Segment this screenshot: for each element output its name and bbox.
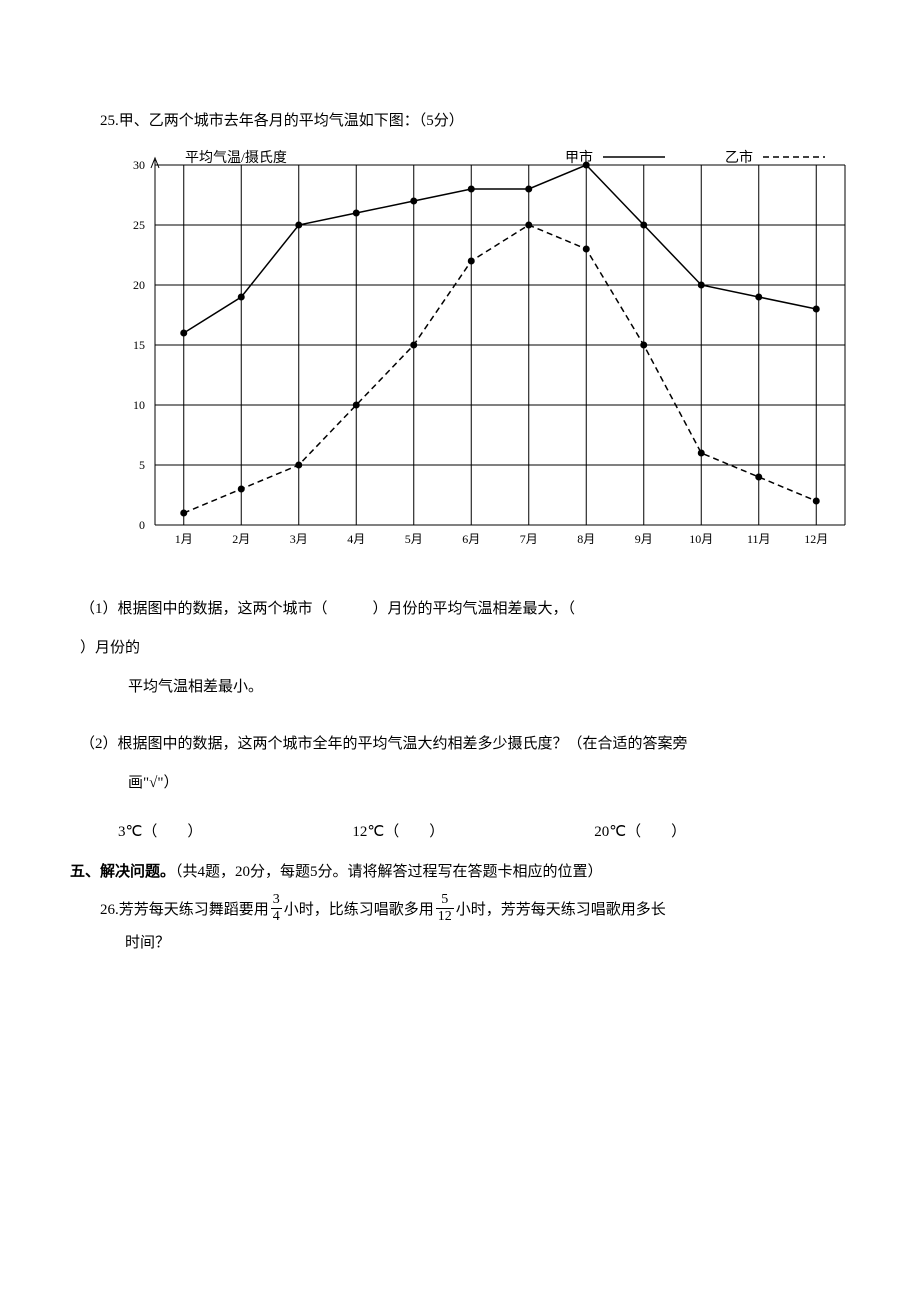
q26-post1: 小时，芳芳每天练习唱歌用多长 <box>456 902 666 918</box>
q25-sub1-b: ）月份的 <box>80 640 140 656</box>
frac-3-4-den: 4 <box>271 909 282 924</box>
q25-sub1: （1）根据图中的数据，这两个城市（ ）月份的平均气温相差最大，（ ）月份的 平均… <box>80 590 850 707</box>
q26-line1: 26.芳芳每天练习舞蹈要用34小时，比练习唱歌多用512小时，芳芳每天练习唱歌用… <box>100 894 850 927</box>
svg-text:15: 15 <box>133 338 145 352</box>
q25-sub2-b: 画"√"） <box>128 775 178 791</box>
option-3c: 3℃（ ） <box>118 821 202 844</box>
svg-text:11月: 11月 <box>747 532 771 546</box>
svg-text:7月: 7月 <box>520 532 538 546</box>
svg-text:20: 20 <box>133 278 145 292</box>
q25-title: 25.甲、乙两个城市去年各月的平均气温如下图：（5分） <box>100 110 850 133</box>
q26-pre1: 26.芳芳每天练习舞蹈要用 <box>100 902 269 918</box>
q25-sub1-a: （1）根据图中的数据，这两个城市（ ）月份的平均气温相差最大，（ <box>80 601 575 617</box>
svg-text:乙市: 乙市 <box>725 149 753 166</box>
svg-text:0: 0 <box>139 518 145 532</box>
temperature-chart: 0 5 10 15 20 25 30 1月 2月 3月 4月 5月 6月 7月 8月 9月 10月 11月 12月 平… <box>75 145 855 565</box>
q25-sub1-c: 平均气温相差最小。 <box>128 679 263 695</box>
section-5-header: 五、解决问题。（共4题，20分，每题5分。请将解答过程写在答题卡相应的位置） <box>70 861 850 884</box>
svg-text:6月: 6月 <box>462 532 480 546</box>
option-12c: 12℃（ ） <box>352 821 444 844</box>
svg-text:25: 25 <box>133 218 145 232</box>
svg-text:5月: 5月 <box>405 532 423 546</box>
option-20c: 20℃（ ） <box>594 821 686 844</box>
svg-text:5: 5 <box>139 458 145 472</box>
svg-text:30: 30 <box>133 158 145 172</box>
svg-text:10月: 10月 <box>689 532 713 546</box>
svg-text:9月: 9月 <box>635 532 653 546</box>
frac-5-12: 512 <box>436 892 454 924</box>
q26-line2: 时间？ <box>125 927 850 960</box>
svg-text:1月: 1月 <box>175 532 193 546</box>
svg-text:12月: 12月 <box>804 532 828 546</box>
q25-sub2: （2）根据图中的数据，这两个城市全年的平均气温大约相差多少摄氏度？（在合适的答案… <box>80 725 850 803</box>
svg-text:2月: 2月 <box>232 532 250 546</box>
frac-3-4-num: 3 <box>271 892 282 908</box>
frac-3-4: 34 <box>271 892 282 924</box>
svg-text:4月: 4月 <box>347 532 365 546</box>
frac-5-12-den: 12 <box>436 909 454 924</box>
chart-svg: 0 5 10 15 20 25 30 1月 2月 3月 4月 5月 6月 7月 8月 9月 10月 11月 12月 平… <box>75 145 855 555</box>
svg-text:平均气温/摄氏度: 平均气温/摄氏度 <box>185 150 287 166</box>
svg-text:8月: 8月 <box>577 532 595 546</box>
q25-options: 3℃（ ） 12℃（ ） 20℃（ ） <box>118 821 850 844</box>
svg-text:10: 10 <box>133 398 145 412</box>
svg-text:3月: 3月 <box>290 532 308 546</box>
q25-sub2-a: （2）根据图中的数据，这两个城市全年的平均气温大约相差多少摄氏度？（在合适的答案… <box>80 736 688 752</box>
section-5-bold: 五、解决问题。 <box>70 863 175 880</box>
frac-5-12-num: 5 <box>436 892 454 908</box>
section-5-rest: （共4题，20分，每题5分。请将解答过程写在答题卡相应的位置） <box>175 864 603 880</box>
q26-mid: 小时，比练习唱歌多用 <box>284 902 434 918</box>
